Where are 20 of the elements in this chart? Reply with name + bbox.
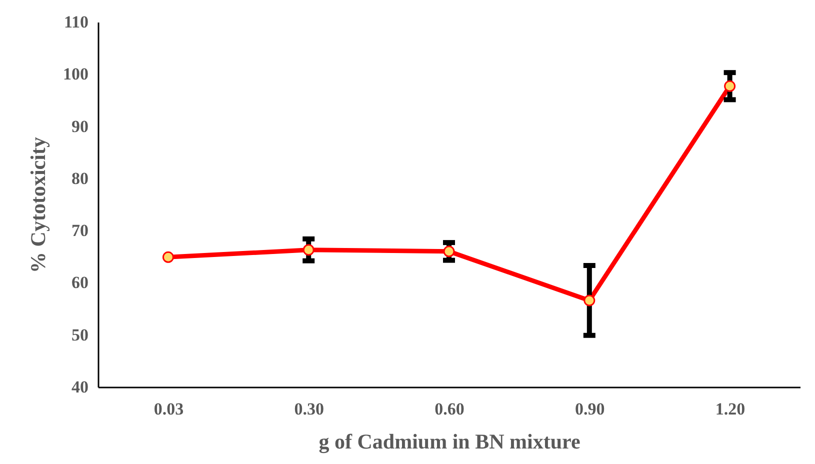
y-tick-label: 90 xyxy=(72,116,88,136)
point xyxy=(162,251,174,263)
x-tick-label: 0.03 xyxy=(154,400,184,418)
x-tick-label: 0.30 xyxy=(294,400,324,418)
y-axis-title: % Cytotoxicity xyxy=(26,136,50,273)
y-tick-label: 100 xyxy=(63,64,88,84)
x-tick-label: 0.60 xyxy=(434,400,464,418)
point xyxy=(302,244,314,256)
point xyxy=(584,294,596,306)
y-tick-label: 110 xyxy=(64,12,88,32)
x-tick-label: 1.20 xyxy=(715,400,746,418)
y-tick-label: 50 xyxy=(72,325,88,344)
x-axis-title: g of Cadmium in BN mixture xyxy=(318,430,580,454)
y-tick-label: 40 xyxy=(72,378,88,396)
y-tick-label: 70 xyxy=(72,221,88,240)
point xyxy=(724,80,736,92)
y-tick-label: 80 xyxy=(72,168,88,188)
x-tick-label: 0.90 xyxy=(575,400,605,418)
y-tick-label: 60 xyxy=(72,273,88,292)
point xyxy=(443,246,455,258)
